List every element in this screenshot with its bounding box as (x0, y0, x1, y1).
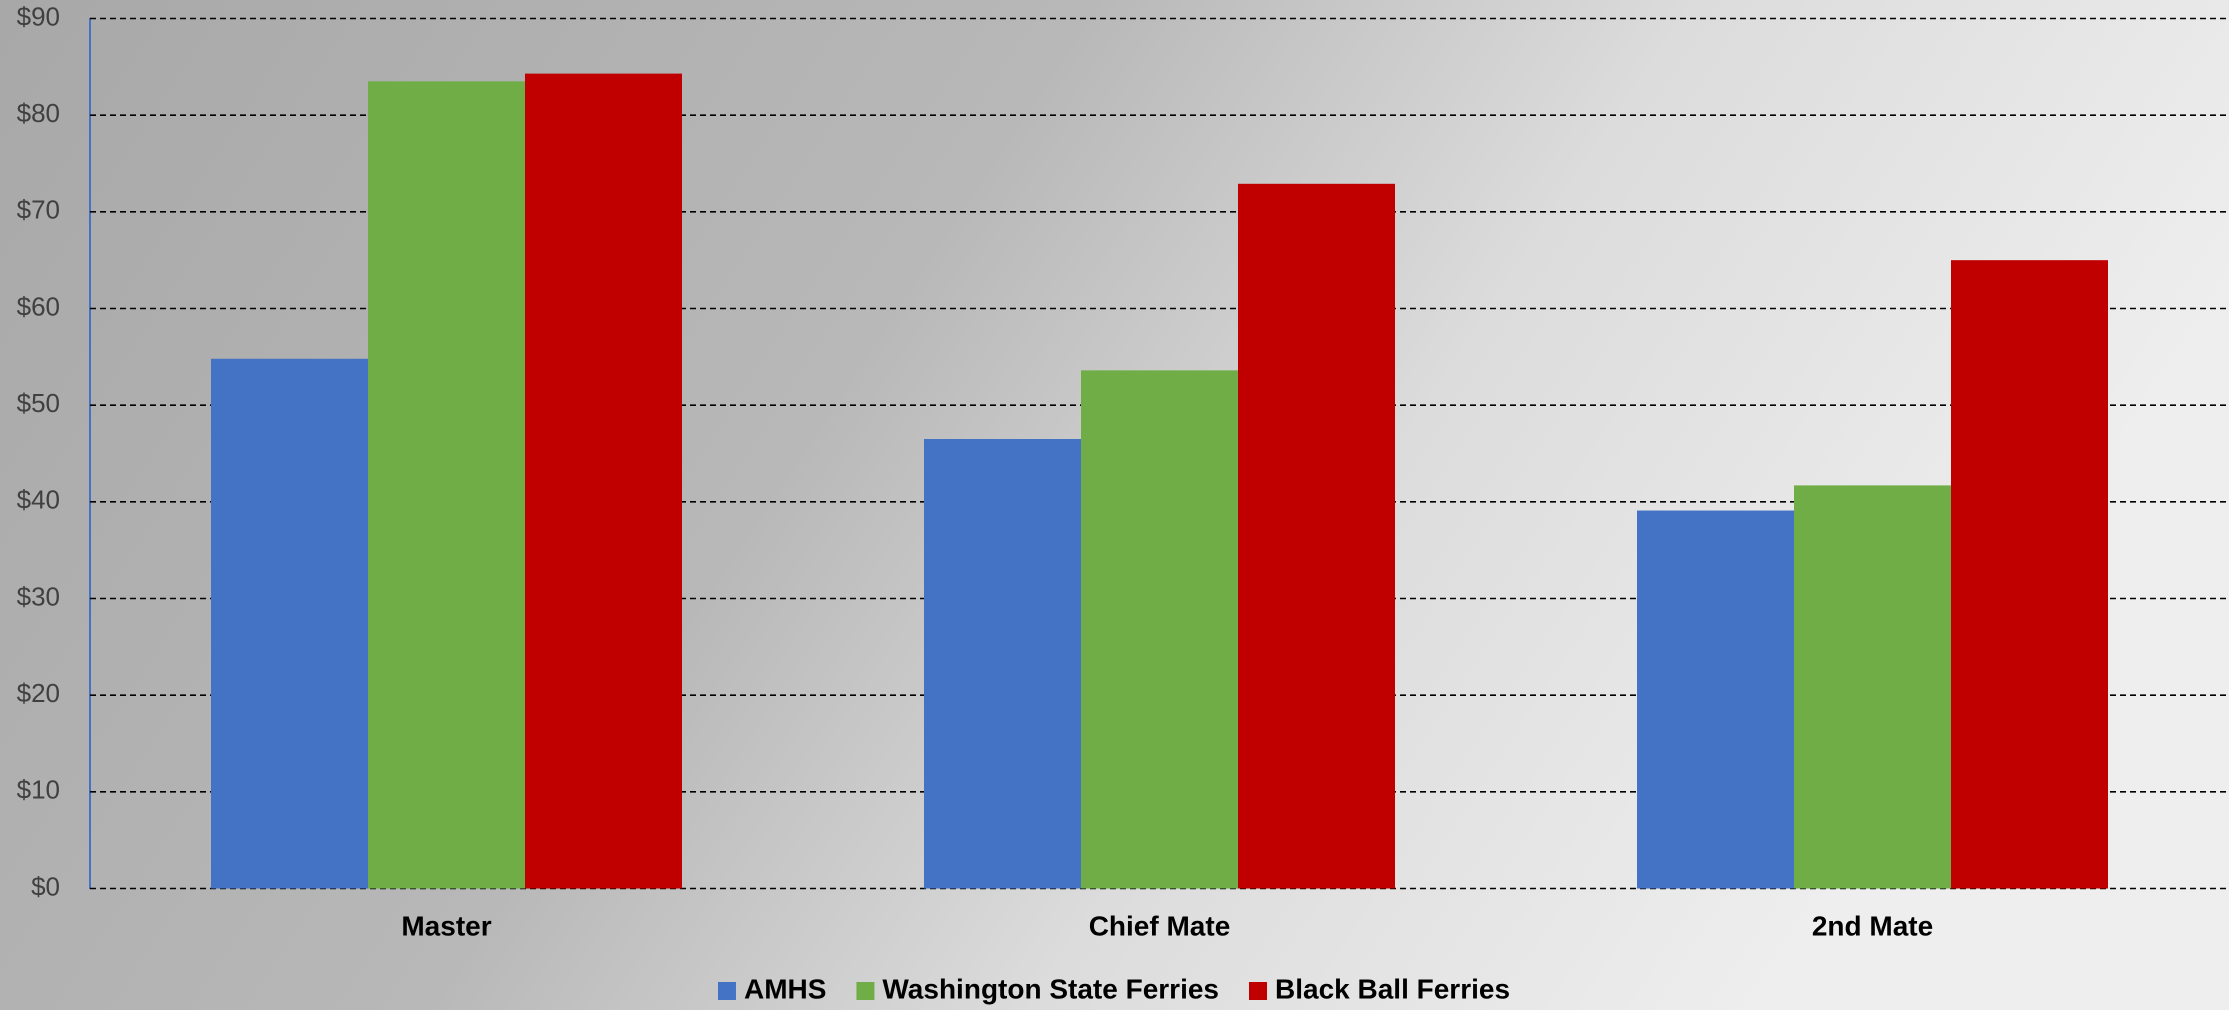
y-tick-label: $0 (31, 871, 60, 901)
legend-label: AMHS (744, 973, 826, 1004)
y-tick-label: $50 (17, 388, 60, 418)
bar (211, 358, 368, 889)
legend-label: Black Ball Ferries (1275, 973, 1510, 1004)
x-tick-label: 2nd Mate (1812, 910, 1933, 941)
legend-swatch (856, 982, 875, 1000)
y-tick-label: $60 (17, 291, 60, 321)
legend-swatch (717, 982, 736, 1000)
x-tick-label: Chief Mate (1089, 910, 1231, 941)
bar (1637, 510, 1794, 889)
y-tick-label: $80 (17, 98, 60, 128)
bar (368, 81, 525, 889)
y-tick-label: $10 (17, 775, 60, 805)
y-tick-label: $20 (17, 678, 60, 708)
y-tick-label: $30 (17, 581, 60, 611)
bar (1081, 370, 1238, 889)
legend-label: Washington State Ferries (882, 973, 1219, 1004)
x-tick-label: Master (401, 910, 491, 941)
bar (1238, 183, 1395, 889)
legend-swatch (1249, 982, 1267, 1000)
y-tick-label: $90 (17, 1, 60, 31)
bar (1794, 485, 1951, 889)
bar (1951, 260, 2108, 889)
y-tick-label: $40 (17, 485, 60, 515)
bar (924, 439, 1081, 889)
y-tick-label: $70 (17, 195, 60, 225)
bar (525, 73, 682, 889)
